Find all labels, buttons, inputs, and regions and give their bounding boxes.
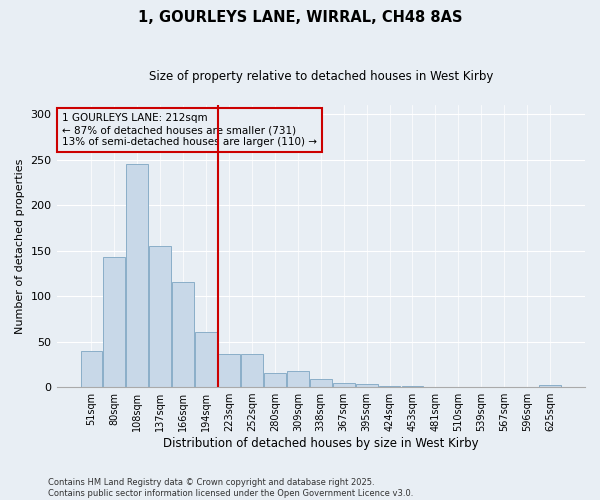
Bar (103, 257, 125, 387)
Bar (241, 354, 263, 387)
Text: 1, GOURLEYS LANE, WIRRAL, CH48 8AS: 1, GOURLEYS LANE, WIRRAL, CH48 8AS (138, 10, 462, 25)
Text: Contains HM Land Registry data © Crown copyright and database right 2025.
Contai: Contains HM Land Registry data © Crown c… (48, 478, 413, 498)
X-axis label: Distribution of detached houses by size in West Kirby: Distribution of detached houses by size … (163, 437, 479, 450)
Text: 1 GOURLEYS LANE: 212sqm
← 87% of detached houses are smaller (731)
13% of semi-d: 1 GOURLEYS LANE: 212sqm ← 87% of detache… (62, 114, 317, 146)
Bar (539, 386, 561, 387)
Bar (149, 246, 171, 387)
Bar (356, 384, 377, 387)
Bar (287, 370, 309, 387)
Bar (195, 332, 217, 387)
Bar (333, 382, 355, 387)
Bar (310, 379, 332, 387)
Bar (172, 282, 194, 387)
Bar (218, 354, 240, 387)
Title: Size of property relative to detached houses in West Kirby: Size of property relative to detached ho… (149, 70, 493, 83)
Bar (379, 386, 400, 387)
Y-axis label: Number of detached properties: Number of detached properties (15, 158, 25, 334)
Bar (401, 386, 424, 387)
Bar (127, 164, 148, 387)
Bar (80, 350, 103, 387)
Bar (264, 372, 286, 387)
